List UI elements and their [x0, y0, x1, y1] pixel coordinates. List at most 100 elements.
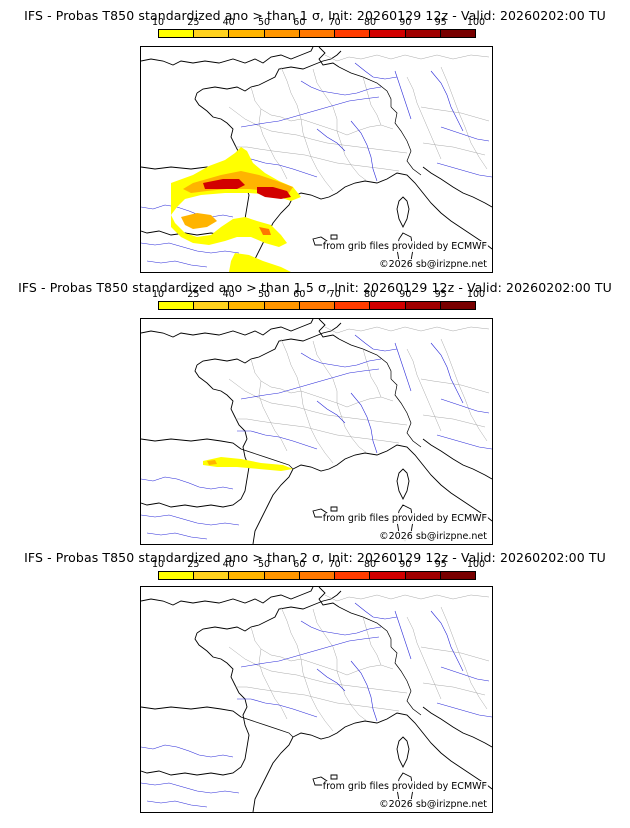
scale-label: 60	[293, 289, 306, 300]
corsica	[396, 468, 410, 501]
scale-label: 90	[399, 289, 412, 300]
coastline-brittany-channel	[196, 322, 342, 366]
italy-coast	[422, 166, 492, 208]
scale-swatch	[264, 572, 300, 579]
credit-grib: from grib files provided by ECMWF	[321, 513, 488, 524]
scale-label: 40	[222, 559, 235, 570]
scale-swatch	[159, 302, 195, 309]
italy-coast	[422, 706, 492, 748]
coastline-mediterranean	[292, 444, 492, 522]
coastline-spain-east	[252, 736, 294, 812]
scale-label: 60	[293, 559, 306, 570]
scale-label: 60	[293, 17, 306, 28]
scale-label: 10	[151, 289, 165, 300]
scale-swatch	[405, 30, 441, 37]
prob-orange-patch	[207, 460, 217, 465]
probability-area	[171, 147, 301, 272]
map-base	[141, 587, 492, 812]
coastline-brittany-channel	[196, 590, 342, 634]
scale-label: 100	[466, 559, 486, 570]
scale-label: 80	[363, 559, 377, 570]
prob-orange-south	[181, 213, 217, 229]
scale-label: 70	[328, 559, 341, 570]
map-2: from grib files provided by ECMWF ©2026 …	[140, 318, 493, 545]
scale-labels: 10 25 40 50 60 70 80 90 95 100	[152, 559, 485, 570]
scale-label: 90	[399, 559, 412, 570]
northeast-border	[338, 66, 392, 107]
map-svg	[141, 319, 492, 544]
coastline-iberia-north	[141, 706, 242, 718]
scale-label: 100	[466, 289, 486, 300]
coastline-atlantic	[141, 364, 250, 508]
scale-label: 25	[187, 289, 200, 300]
scale-label: 70	[328, 17, 341, 28]
scale-swatch	[229, 302, 265, 309]
prob-orange-south-2	[259, 227, 271, 235]
scale-swatch	[229, 572, 265, 579]
credit-copyright: ©2026 sb@irizpne.net	[378, 259, 488, 270]
scale-label: 95	[434, 17, 447, 28]
scale-label: 10	[151, 17, 165, 28]
regional-borders	[228, 54, 490, 192]
northeast-border	[338, 338, 392, 379]
probability-scale: 10 25 40 50 60 70 80 90 95 100	[152, 559, 485, 580]
scale-label: 95	[434, 289, 447, 300]
map-svg	[141, 587, 492, 812]
scale-swatch	[370, 302, 406, 309]
credit-grib: from grib files provided by ECMWF	[321, 781, 488, 792]
italy-coast	[422, 438, 492, 480]
prob-yellow-belt	[203, 457, 293, 471]
scale-label: 10	[151, 559, 165, 570]
prob-red-core	[203, 179, 245, 189]
coastline-iberia-north	[141, 438, 242, 450]
scale-swatch	[335, 30, 371, 37]
scale-swatch	[194, 30, 230, 37]
scale-swatch	[159, 30, 195, 37]
northeast-border	[338, 606, 392, 647]
scale-label: 70	[328, 289, 341, 300]
corsica	[396, 196, 410, 229]
alpine-border	[390, 646, 422, 716]
coastline-england	[141, 587, 314, 606]
scale-swatch	[159, 572, 195, 579]
scale-swatch	[264, 30, 300, 37]
scale-swatch	[264, 302, 300, 309]
scale-swatch	[440, 572, 475, 579]
scale-bar	[158, 571, 476, 580]
coastline-mediterranean	[292, 712, 492, 790]
map-panel-2: IFS - Probas T850 standardized ano > tha…	[0, 270, 630, 545]
scale-swatch	[299, 30, 336, 37]
scale-swatch	[370, 572, 406, 579]
map-panel-3: IFS - Probas T850 standardized ano > tha…	[0, 540, 630, 813]
map-1: from grib files provided by ECMWF ©2026 …	[140, 46, 493, 273]
rivers	[141, 334, 492, 540]
scale-label: 80	[363, 17, 377, 28]
map-svg	[141, 47, 492, 272]
scale-label: 50	[257, 17, 271, 28]
scale-label: 40	[222, 17, 235, 28]
scale-label: 50	[257, 559, 271, 570]
credit-copyright: ©2026 sb@irizpne.net	[378, 531, 488, 542]
credit-grib: from grib files provided by ECMWF	[321, 241, 488, 252]
panel-title: IFS - Probas T850 standardized ano > tha…	[24, 550, 606, 565]
scale-swatch	[299, 572, 336, 579]
coastline-atlantic	[141, 632, 250, 776]
map-3: from grib files provided by ECMWF ©2026 …	[140, 586, 493, 813]
scale-label: 25	[187, 17, 200, 28]
scale-label: 90	[399, 17, 412, 28]
probability-scale: 10 25 40 50 60 70 80 90 95 100	[152, 17, 485, 38]
coastline-mediterranean	[292, 172, 492, 250]
regional-borders	[228, 594, 490, 732]
pyrenees-border	[240, 716, 294, 738]
scale-labels: 10 25 40 50 60 70 80 90 95 100	[152, 289, 485, 300]
scale-swatch	[335, 572, 371, 579]
probability-scale: 10 25 40 50 60 70 80 90 95 100	[152, 289, 485, 310]
coastline-england	[141, 319, 314, 338]
alpine-border	[390, 106, 422, 176]
scale-swatch	[194, 572, 230, 579]
coastline-spain-east	[252, 468, 294, 544]
map-base	[141, 319, 492, 544]
rivers	[141, 602, 492, 808]
corsica	[396, 736, 410, 769]
regional-borders	[228, 326, 490, 464]
